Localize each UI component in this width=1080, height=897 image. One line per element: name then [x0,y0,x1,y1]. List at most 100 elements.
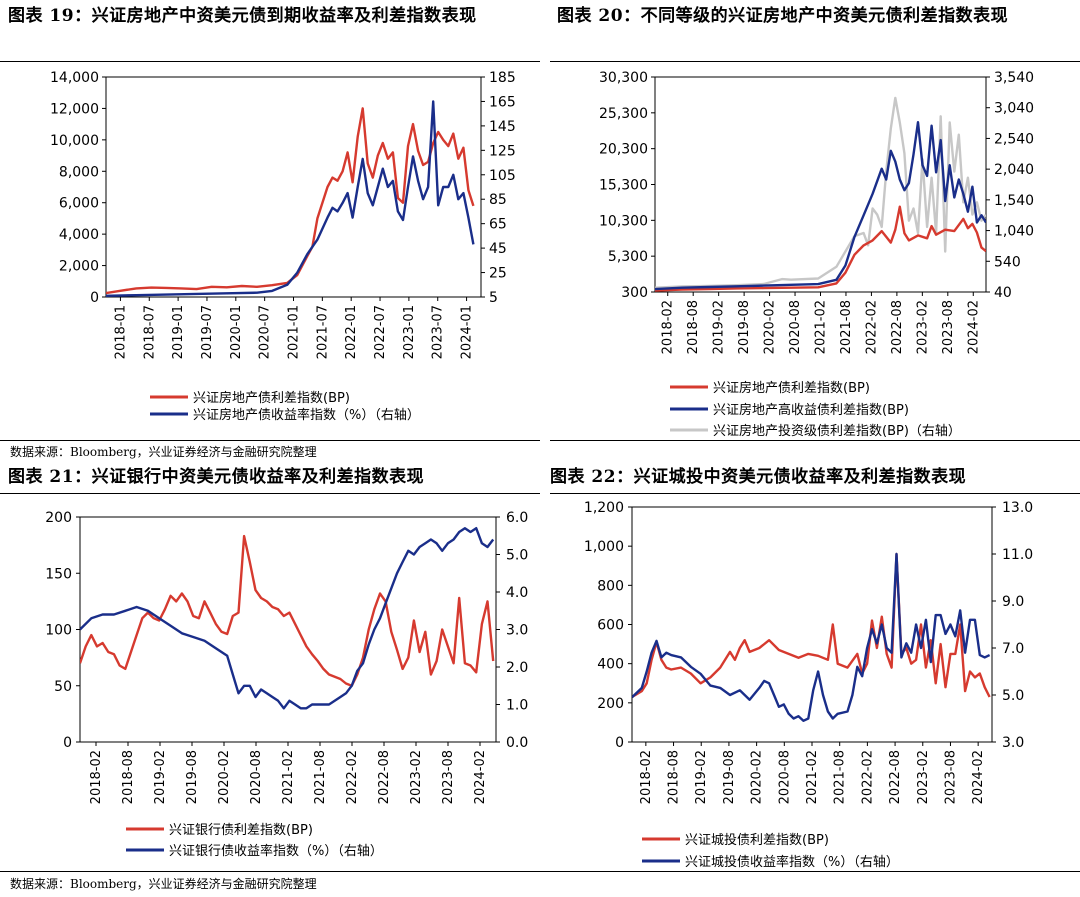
y-right-tick-label: 6.0 [506,510,528,526]
series-line-blue [655,121,986,291]
y-right-tick-label: 5.0 [1002,688,1024,704]
y-left-tick-label: 30,300 [599,70,648,86]
chart-20: 300 5,300 10,300 15,300 20,300 25,300 30,300 40… [599,70,1034,439]
x-tick-label: 2019-02 [694,750,709,804]
x-tick-label: 2018-02 [89,750,104,804]
y-left-tick-label: 150 [45,566,72,582]
series-line-red [632,552,991,699]
y-right-tick-label: 45 [489,241,507,257]
y-left-tick-label: 15,300 [599,178,648,194]
y-right-tick-label: 65 [489,217,507,233]
y-left-tick-label: 0 [615,735,624,751]
x-tick-label: 2023-08 [441,750,456,804]
x-tick-label: 2024-02 [473,750,488,804]
y-right-tick-label: 540 [994,254,1021,270]
x-tick-label: 2021-08 [313,750,328,804]
x-tick-label: 2020-02 [217,750,232,804]
source-note-bottom: 数据来源：Bloomberg，兴业证券经济与金融研究院整理 [10,877,317,891]
x-tick-label: 2018-08 [121,750,136,804]
chart-21: 0 50 100 150 200 0.0 1.0 2.0 3.0 4.0 5.0 6.0 2018-02… [45,510,528,859]
x-tick-label: 2018-07 [142,305,157,359]
y-right-tick-label: 3.0 [506,623,528,639]
chart-19-title-rule [0,61,540,62]
x-tick-label: 2021-07 [315,305,330,359]
x-tick-label: 2023-08 [943,750,958,804]
x-tick-label: 2021-02 [814,300,829,354]
y-right-tick-label: 125 [489,143,516,159]
y-right-tick-label: 0.0 [506,735,528,751]
y-right-tick-label: 5 [489,290,498,306]
y-left-tick-label: 200 [597,696,624,712]
x-tick-label: 2018-08 [667,750,682,804]
x-tick-label: 2024-01 [460,305,475,359]
series-line-red [106,107,475,295]
plot-frame [79,516,497,743]
x-tick-label: 2022-08 [888,750,903,804]
y-left-tick-label: 1,000 [584,539,624,555]
plot-frame [654,76,987,293]
legend-label: 兴证房地产债收益率指数（%）（右轴） [193,407,420,423]
x-tick-label: 2020-02 [750,750,765,804]
legend-label: 兴证城投债利差指数(BP) [685,832,829,848]
x-tick-label: 2019-08 [737,300,752,354]
x-tick-label: 2019-01 [171,305,186,359]
legend-label: 兴证房地产债利差指数(BP) [713,380,870,396]
x-tick-label: 2023-02 [409,750,424,804]
y-left-tick-label: 10,000 [50,133,99,149]
chart-20-title-rule [550,61,1080,62]
x-tick-label: 2019-02 [153,750,168,804]
y-left-tick-label: 4,000 [59,227,99,243]
y-right-tick-label: 3,540 [994,70,1034,86]
y-right-tick-label: 1,040 [994,224,1034,240]
x-tick-label: 2021-02 [281,750,296,804]
y-right-tick-label: 105 [489,168,516,184]
y-left-tick-label: 14,000 [50,70,99,86]
plot-frame [631,506,993,743]
y-right-tick-label: 11.0 [1002,547,1033,563]
series-line-blue [80,527,495,710]
chart-21-title: 图表 21：兴证银行中资美元债收益率及利差指数表现 [8,467,425,487]
x-tick-label: 2022-08 [890,300,905,354]
x-tick-label: 2023-01 [402,305,417,359]
x-tick-label: 2022-02 [864,300,879,354]
x-tick-label: 2019-08 [185,750,200,804]
x-tick-label: 2024-02 [966,300,981,354]
y-right-tick-label: 2,040 [994,162,1034,178]
y-right-tick-label: 25 [489,266,507,282]
series-line-blue [106,100,475,297]
y-right-tick-label: 7.0 [1002,641,1024,657]
y-left-tick-label: 1,200 [584,500,624,516]
x-tick-label: 2020-01 [229,305,244,359]
x-tick-label: 2020-07 [258,305,273,359]
legend-label: 兴证房地产投资级债利差指数(BP)（右轴） [713,423,961,439]
y-right-tick-label: 1.0 [506,698,528,714]
y-right-tick-label: 13.0 [1002,500,1033,516]
x-tick-label: 2020-08 [777,750,792,804]
chart-21-title-rule [0,493,540,494]
y-left-tick-label: 5,300 [608,249,648,265]
y-right-tick-label: 3,040 [994,101,1034,117]
x-tick-label: 2018-08 [686,300,701,354]
x-tick-label: 2024-02 [971,750,986,804]
y-left-tick-label: 12,000 [50,101,99,117]
x-tick-label: 2022-02 [345,750,360,804]
y-left-tick-label: 200 [45,510,72,526]
y-right-tick-label: 2,540 [994,131,1034,147]
y-right-tick-label: 3.0 [1002,735,1024,751]
x-tick-label: 2019-02 [712,300,727,354]
series-line-gray [655,96,986,289]
chart-19-title: 图表 19：兴证房地产中资美元债到期收益率及利差指数表现 [8,6,477,26]
legend-label: 兴证银行债利差指数(BP) [169,823,313,838]
y-right-tick-label: 165 [489,94,516,110]
y-left-tick-label: 0 [63,735,72,751]
y-right-tick-label: 1,540 [994,193,1034,209]
legend-label: 兴证城投债收益率指数（%）（右轴） [685,854,899,870]
y-left-tick-label: 8,000 [59,164,99,180]
x-tick-label: 2021-01 [287,305,302,359]
y-right-tick-label: 40 [994,285,1012,301]
y-left-tick-label: 10,300 [599,213,648,229]
series-line-red [655,205,986,292]
y-right-tick-label: 2.0 [506,660,528,676]
y-left-tick-label: 600 [597,618,624,634]
chart-20-bottom-rule [550,440,1080,441]
